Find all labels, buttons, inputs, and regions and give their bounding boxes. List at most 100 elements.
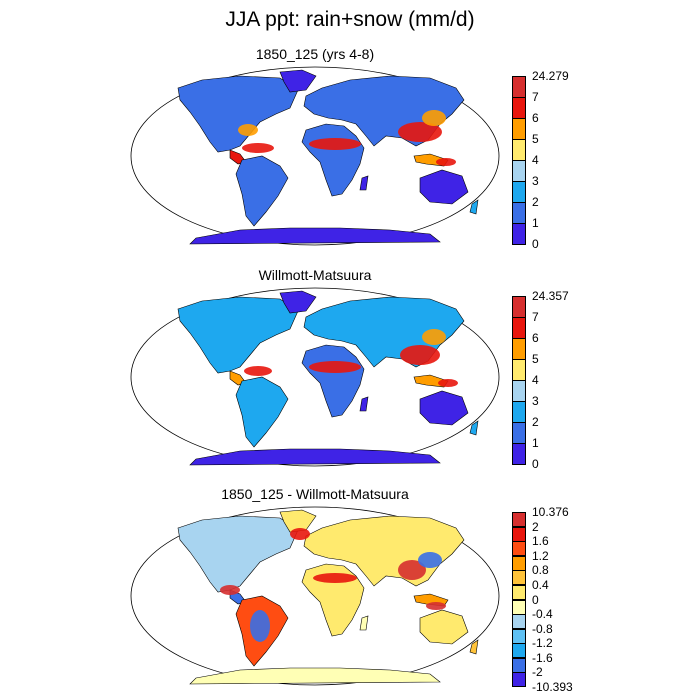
precip-hotspot: [250, 610, 270, 642]
colorbar-label: 3: [532, 394, 539, 408]
colorbar-label: 7: [532, 310, 539, 324]
land-new-zealand: [469, 420, 479, 436]
colorbar-box: [512, 359, 526, 381]
land-new-zealand: [469, 639, 479, 655]
colorbar-box: [512, 118, 526, 140]
colorbar-label: 3: [532, 174, 539, 188]
panel-title-model: 1850_125 (yrs 4-8): [255, 46, 375, 62]
precip-hotspot: [309, 138, 361, 150]
colorbar-label: -0.4: [532, 607, 553, 622]
colorbar-label: 1: [532, 216, 539, 230]
land-north-america: [177, 296, 299, 374]
colorbar-box: [512, 401, 526, 423]
precip-hotspot: [238, 124, 258, 136]
colorbar-label: -10.393: [532, 680, 573, 694]
colorbar-box: [512, 422, 526, 444]
colorbar-label: 6: [532, 331, 539, 345]
land-antarctica: [189, 448, 441, 466]
colorbar-box: [512, 76, 526, 98]
precip-hotspot: [400, 345, 440, 365]
precip-hotspot: [418, 552, 442, 568]
colorbar-label: 5: [532, 132, 539, 146]
colorbar-box: [512, 541, 526, 557]
colorbar-box: [512, 526, 526, 542]
colorbar-box: [512, 202, 526, 224]
colorbar-box: [512, 181, 526, 203]
colorbar-box: [512, 657, 526, 673]
precip-hotspot: [290, 528, 310, 540]
precip-hotspot: [422, 110, 446, 126]
colorbar-box: [512, 380, 526, 402]
land-australia: [419, 390, 469, 426]
colorbar-label: 1.6: [532, 534, 549, 549]
panel-title-difference: 1850_125 - Willmott-Matsuura: [221, 486, 409, 502]
land-madagascar: [359, 615, 369, 631]
precip-hotspot: [426, 602, 446, 610]
colorbar-label: 4: [532, 153, 539, 167]
colorbar-label: 1: [532, 436, 539, 450]
precip-hotspot: [309, 361, 361, 373]
colorbar-label: 24.279: [532, 69, 569, 83]
colorbar-box: [512, 317, 526, 339]
colorbar-label: 10.376: [532, 505, 569, 519]
colorbar-label: 24.357: [532, 289, 569, 303]
colorbar-label: -1.6: [532, 650, 553, 665]
colorbar-label: -0.8: [532, 621, 553, 636]
colorbar-label: 7: [532, 90, 539, 104]
colorbar-box: [512, 97, 526, 119]
colorbar-label: 5: [532, 352, 539, 366]
colorbar-difference: 10.376 2 1.6 1.2 0.8 0.4 0 -0.4 -0.8 -1.2 -1.6 -2 -1…: [512, 506, 573, 693]
land-antarctica: [189, 667, 441, 685]
colorbar-label: 0: [532, 457, 539, 471]
map-model-precip: [130, 66, 500, 246]
land-greenland: [279, 69, 317, 93]
land-africa: [301, 563, 365, 637]
precip-hotspot: [313, 573, 357, 583]
precip-hotspot: [436, 158, 456, 166]
precip-hotspot: [220, 585, 240, 595]
colorbar-box: [512, 643, 526, 659]
colorbar-label: 1.2: [532, 548, 549, 563]
colorbar-box: [512, 296, 526, 318]
colorbar-label: 0: [532, 592, 539, 607]
colorbar-box: [512, 555, 526, 571]
land-greenland: [279, 290, 317, 314]
precip-hotspot: [438, 379, 458, 387]
panel-title-observed: Willmott-Matsuura: [258, 267, 372, 283]
land-madagascar: [359, 396, 369, 412]
colorbar-label: 2: [532, 415, 539, 429]
colorbar-box: [512, 599, 526, 615]
precip-hotspot: [398, 560, 426, 580]
precip-hotspot: [242, 143, 274, 153]
colorbar-box: [512, 443, 526, 465]
colorbar-label: 2: [532, 195, 539, 209]
colorbar-box: [512, 628, 526, 644]
colorbar-label: -1.2: [532, 636, 553, 651]
colorbar-label: 4: [532, 373, 539, 387]
land-south-america: [235, 376, 289, 448]
map-difference: [130, 506, 500, 686]
colorbar-observed: 24.357 7 6 5 4 3 2 1 0: [512, 290, 569, 470]
colorbar-model: 24.279 7 6 5 4 3 2 1 0: [512, 70, 569, 250]
main-title: JJA ppt: rain+snow (mm/d): [225, 8, 475, 31]
colorbar-box: [512, 160, 526, 182]
colorbar-box: [512, 223, 526, 245]
precip-hotspot: [244, 366, 272, 376]
colorbar-box: [512, 512, 526, 528]
colorbar-box: [512, 584, 526, 600]
colorbar-label: 0.8: [532, 563, 549, 578]
precip-hotspot: [398, 122, 442, 142]
colorbar-box: [512, 570, 526, 586]
colorbar-label: 0.4: [532, 577, 549, 592]
land-antarctica: [189, 227, 441, 245]
land-madagascar: [359, 175, 369, 191]
colorbar-label: -2: [532, 665, 543, 680]
colorbar-label: 0: [532, 237, 539, 251]
land-north-america: [177, 515, 299, 593]
colorbar-box: [512, 139, 526, 161]
land-new-zealand: [469, 199, 479, 215]
colorbar-label: 2: [532, 519, 539, 534]
land-australia: [419, 169, 469, 205]
map-observed-precip: [130, 287, 500, 467]
land-south-america: [235, 155, 289, 227]
